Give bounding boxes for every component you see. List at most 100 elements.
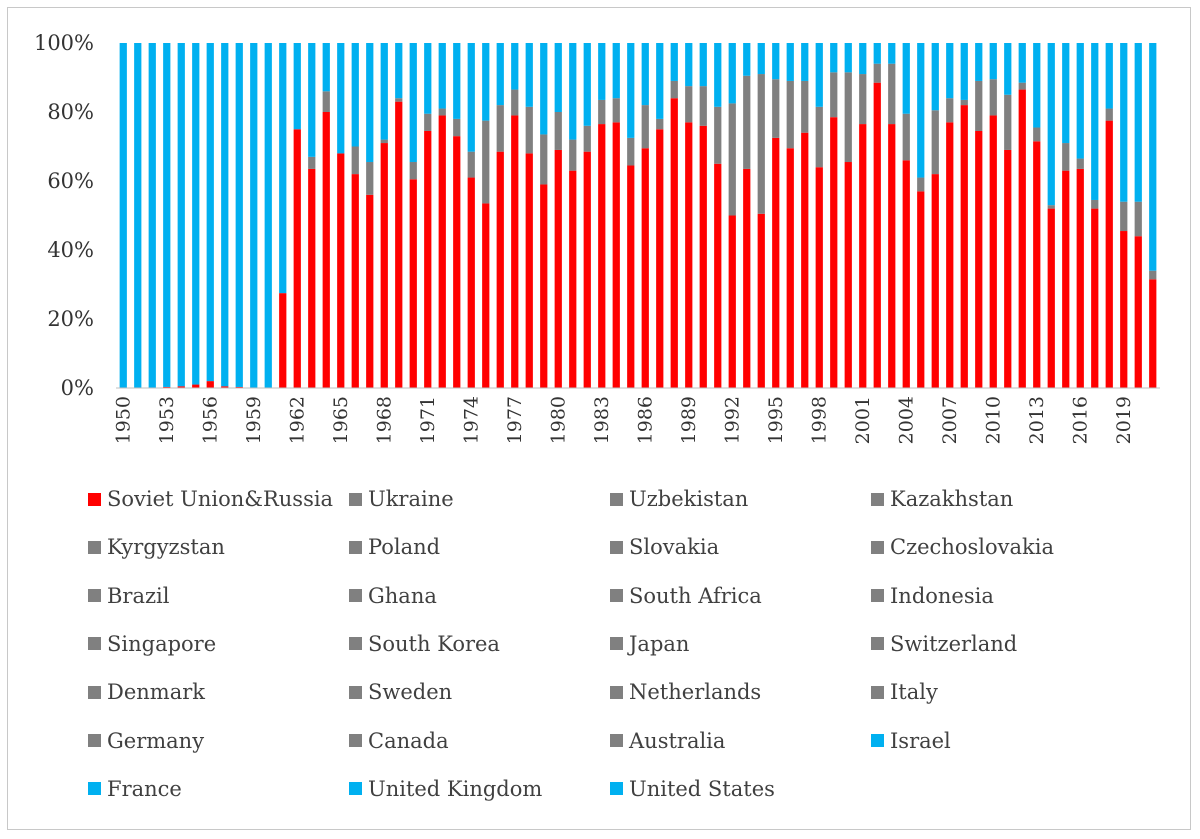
bar-segment-1976-0 — [496, 151, 504, 388]
bar-segment-1982-2 — [583, 43, 591, 126]
bar-segment-1966-0 — [351, 174, 359, 388]
bar-segment-1967-1 — [366, 162, 374, 195]
bar-segment-2013-0 — [1033, 141, 1041, 388]
bar-segment-2016-2 — [1076, 43, 1084, 159]
bar-segment-1985-2 — [627, 43, 635, 138]
bar-segment-1987-0 — [656, 129, 664, 388]
bar-segment-1982-0 — [583, 151, 591, 388]
bar-segment-1977-2 — [511, 43, 519, 90]
bar-segment-1972-2 — [438, 43, 446, 109]
bar-segment-1968-2 — [380, 43, 388, 140]
x-tick-label: 1953 — [156, 396, 178, 444]
y-axis-ticks: 0% 20% 40% 60% 80% 100% — [34, 31, 94, 400]
bar-segment-1999-2 — [830, 43, 838, 73]
bar-segment-2004-0 — [902, 160, 910, 388]
x-tick-label: 1986 — [634, 396, 656, 444]
bar-segment-1961-0 — [279, 293, 287, 389]
bar-segment-2011-0 — [1004, 149, 1012, 388]
bar-segment-2017-0 — [1091, 208, 1099, 388]
bar-segment-1984-2 — [612, 43, 620, 99]
bar-segment-2016-1 — [1076, 158, 1084, 169]
bar-segment-1976-2 — [496, 43, 504, 106]
bar-segment-2010-0 — [989, 115, 997, 388]
bar-segment-1993-1 — [743, 75, 751, 169]
bar-segment-1995-0 — [772, 137, 780, 389]
bar-segment-1953-2 — [163, 43, 171, 387]
bar-segment-1994-0 — [757, 213, 765, 388]
bar-segment-2020-2 — [1134, 43, 1142, 202]
bar-segment-1983-1 — [598, 99, 606, 125]
bar-segment-2020-0 — [1134, 236, 1142, 388]
bar-segment-1957-2 — [221, 43, 229, 387]
x-tick-label: 2004 — [895, 396, 917, 444]
x-tick-label: 2007 — [939, 396, 961, 444]
bar-segment-1998-1 — [815, 106, 823, 168]
bar-segment-2012-0 — [1018, 89, 1026, 388]
bar-segment-1983-2 — [598, 43, 606, 100]
bar-segment-1956-0 — [206, 381, 214, 388]
bar-segment-1955-2 — [192, 43, 200, 385]
bar-segment-1973-1 — [453, 118, 461, 137]
bar-segment-1979-1 — [540, 134, 548, 185]
bar-segment-2005-1 — [917, 177, 925, 192]
bar-segment-2018-0 — [1105, 120, 1113, 389]
bar-segment-1988-1 — [670, 80, 678, 99]
x-tick-label: 1971 — [417, 396, 439, 444]
bar-segment-2015-0 — [1062, 170, 1070, 388]
bar-segment-1991-2 — [714, 43, 722, 107]
bar-segment-1996-0 — [786, 148, 794, 388]
bar-segment-1971-2 — [424, 43, 432, 114]
bar-segment-1975-2 — [482, 43, 490, 121]
bar-segment-2007-1 — [946, 98, 954, 123]
x-tick-label: 1959 — [243, 396, 265, 444]
x-tick-label: 1977 — [504, 396, 526, 444]
bar-segment-1964-1 — [322, 91, 330, 112]
bar-segment-2018-2 — [1105, 43, 1113, 109]
bar-segment-1997-1 — [801, 80, 809, 133]
bar-segment-1993-0 — [743, 168, 751, 388]
bar-segment-2013-2 — [1033, 43, 1041, 128]
bar-segment-1968-1 — [380, 139, 388, 144]
bar-segment-1966-2 — [351, 43, 359, 147]
bar-segment-2005-2 — [917, 43, 925, 178]
bar-segment-1962-2 — [293, 43, 301, 130]
y-tick-label: 0% — [61, 376, 94, 400]
bar-segment-2021-1 — [1149, 270, 1157, 280]
bar-segment-1961-2 — [279, 43, 287, 294]
bar-segment-2002-2 — [873, 43, 881, 64]
bar-segment-1978-0 — [525, 153, 533, 388]
x-tick-label: 1980 — [547, 396, 569, 444]
bar-segment-1965-0 — [337, 153, 345, 388]
bar-segment-2015-1 — [1062, 143, 1070, 171]
bar-segment-1956-2 — [206, 43, 214, 382]
bar-segment-2007-0 — [946, 122, 954, 388]
bar-segment-1974-2 — [467, 43, 475, 152]
bar-segment-1978-1 — [525, 106, 533, 154]
bar-segment-1986-0 — [641, 148, 649, 388]
bar-segment-1974-0 — [467, 177, 475, 388]
bar-segment-2006-2 — [931, 43, 939, 111]
bar-segment-1954-2 — [177, 43, 185, 387]
y-tick-label: 40% — [47, 238, 94, 262]
bar-segment-2005-0 — [917, 191, 925, 388]
bar-segment-2002-1 — [873, 63, 881, 83]
bar-segment-1971-1 — [424, 113, 432, 131]
bar-segment-1991-0 — [714, 163, 722, 388]
bar-segment-1998-2 — [815, 43, 823, 107]
bar-segment-1974-1 — [467, 151, 475, 178]
bar-segment-1973-0 — [453, 136, 461, 388]
y-tick-label: 20% — [47, 307, 94, 331]
bar-segment-2008-1 — [960, 99, 968, 106]
bar-segment-2012-1 — [1018, 82, 1026, 90]
bar-segment-2009-2 — [975, 43, 983, 81]
bar-segment-2003-0 — [888, 124, 896, 388]
bar-segment-1964-0 — [322, 112, 330, 388]
bar-segment-1972-0 — [438, 115, 446, 388]
bar-segment-1953-0 — [163, 386, 171, 388]
bar-segment-2001-0 — [859, 124, 867, 388]
x-tick-label: 1962 — [286, 396, 308, 444]
bar-segment-1950-2 — [119, 43, 127, 388]
bar-segment-2017-2 — [1091, 43, 1099, 200]
bar-segment-2021-0 — [1149, 279, 1157, 388]
